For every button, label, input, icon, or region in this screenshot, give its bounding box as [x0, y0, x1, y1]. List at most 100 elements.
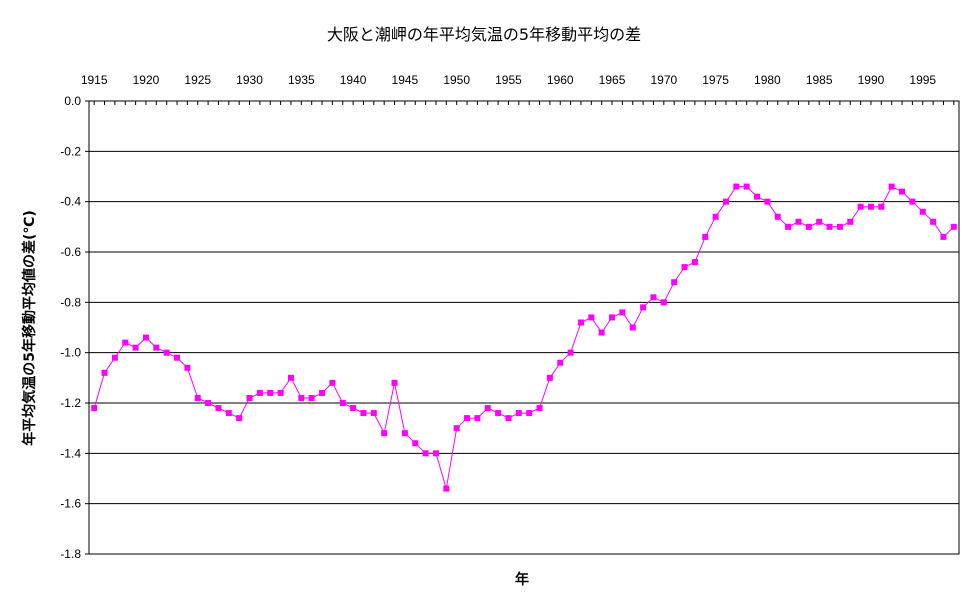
- data-point: [225, 410, 232, 417]
- data-point: [432, 450, 439, 457]
- x-tick-label: 1970: [650, 73, 677, 87]
- data-point: [816, 218, 823, 225]
- data-point: [526, 410, 533, 417]
- data-point: [381, 430, 388, 437]
- data-point: [650, 294, 657, 301]
- data-point: [733, 183, 740, 190]
- chart-title: 大阪と潮岬の年平均気温の5年移動平均の差: [327, 25, 641, 44]
- data-point: [484, 405, 491, 412]
- data-point: [681, 264, 688, 271]
- data-point: [557, 359, 564, 366]
- x-tick-label: 1940: [340, 73, 367, 87]
- data-point: [660, 299, 667, 306]
- data-point: [536, 405, 543, 412]
- y-tick-label: -1.0: [60, 346, 81, 360]
- y-tick-label: -0.8: [60, 295, 81, 309]
- data-points: [91, 183, 957, 492]
- data-point: [774, 213, 781, 220]
- data-point: [919, 208, 926, 215]
- data-point: [764, 198, 771, 205]
- data-point: [598, 329, 605, 336]
- data-point: [785, 223, 792, 230]
- x-tick-label: 1955: [495, 73, 522, 87]
- data-point: [236, 415, 243, 422]
- x-tick-label: 1915: [81, 73, 108, 87]
- data-point: [391, 379, 398, 386]
- y-axis-label: 年平均気温の5年移動平均値の差(℃): [21, 210, 38, 446]
- x-tick-label: 1995: [909, 73, 936, 87]
- data-point: [567, 349, 574, 356]
- y-tick-label: -1.8: [60, 547, 81, 561]
- data-point: [370, 410, 377, 417]
- data-point: [826, 223, 833, 230]
- data-point: [577, 319, 584, 326]
- data-point: [308, 394, 315, 401]
- data-point: [722, 198, 729, 205]
- data-point: [422, 450, 429, 457]
- x-tick-label: 1950: [443, 73, 470, 87]
- data-point: [836, 223, 843, 230]
- data-point: [847, 218, 854, 225]
- data-point: [443, 485, 450, 492]
- x-tick-label: 1925: [184, 73, 211, 87]
- y-axis: 0.0 -0.2 -0.4 -0.6 -0.8 -1.0 -1.2 -1.4 -1.6 -1.8: [60, 94, 89, 561]
- x-tick-label: 1920: [133, 73, 160, 87]
- data-point: [91, 405, 98, 412]
- data-point: [111, 354, 118, 361]
- y-tick-label: -0.2: [60, 144, 81, 158]
- data-point: [619, 309, 626, 316]
- data-point: [153, 344, 160, 351]
- data-point: [505, 415, 512, 422]
- data-point: [174, 354, 181, 361]
- x-tick-label: 1980: [754, 73, 781, 87]
- y-tick-label: -0.4: [60, 195, 81, 209]
- y-tick-label: -1.4: [60, 446, 81, 460]
- x-tick-label: 1960: [547, 73, 574, 87]
- gridlines: [89, 100, 959, 555]
- data-point: [712, 213, 719, 220]
- data-point: [629, 324, 636, 331]
- data-point: [287, 374, 294, 381]
- y-tick-label: -0.6: [60, 245, 81, 259]
- data-point: [702, 233, 709, 240]
- data-point: [609, 314, 616, 321]
- data-point: [246, 394, 253, 401]
- x-tick-label: 1985: [806, 73, 833, 87]
- data-point: [412, 440, 419, 447]
- data-point: [205, 400, 212, 406]
- data-point: [474, 415, 481, 422]
- plot-frame: [88, 100, 960, 555]
- data-point: [899, 188, 906, 195]
- data-point: [464, 415, 471, 422]
- data-point: [805, 223, 812, 230]
- x-tick-label: 1935: [288, 73, 315, 87]
- data-point: [350, 405, 357, 412]
- data-point: [267, 389, 274, 396]
- data-point: [122, 339, 129, 346]
- data-point: [743, 183, 750, 190]
- data-point: [878, 203, 885, 210]
- data-point: [184, 364, 191, 371]
- data-point: [857, 203, 864, 210]
- data-point: [453, 425, 460, 432]
- data-point: [256, 389, 263, 396]
- y-tick-label: 0.0: [64, 94, 81, 108]
- x-tick-label: 1930: [236, 73, 263, 87]
- data-point: [319, 389, 326, 396]
- data-point: [795, 218, 802, 225]
- data-point: [298, 394, 305, 401]
- x-axis-label: 年: [515, 571, 529, 588]
- data-point: [867, 203, 874, 210]
- data-point: [339, 400, 346, 406]
- x-axis: 1915 1920 1925 1930 1935 1940 1945 1950 1955 1960…: [81, 73, 955, 105]
- data-point: [142, 334, 149, 341]
- data-point: [940, 233, 947, 240]
- y-tick-label: -1.2: [60, 396, 81, 410]
- data-point: [640, 304, 647, 311]
- data-point: [215, 405, 222, 412]
- data-point: [588, 314, 595, 321]
- data-point: [329, 379, 336, 386]
- series-line: [93, 185, 955, 489]
- x-tick-label: 1965: [599, 73, 626, 87]
- data-point: [691, 259, 698, 266]
